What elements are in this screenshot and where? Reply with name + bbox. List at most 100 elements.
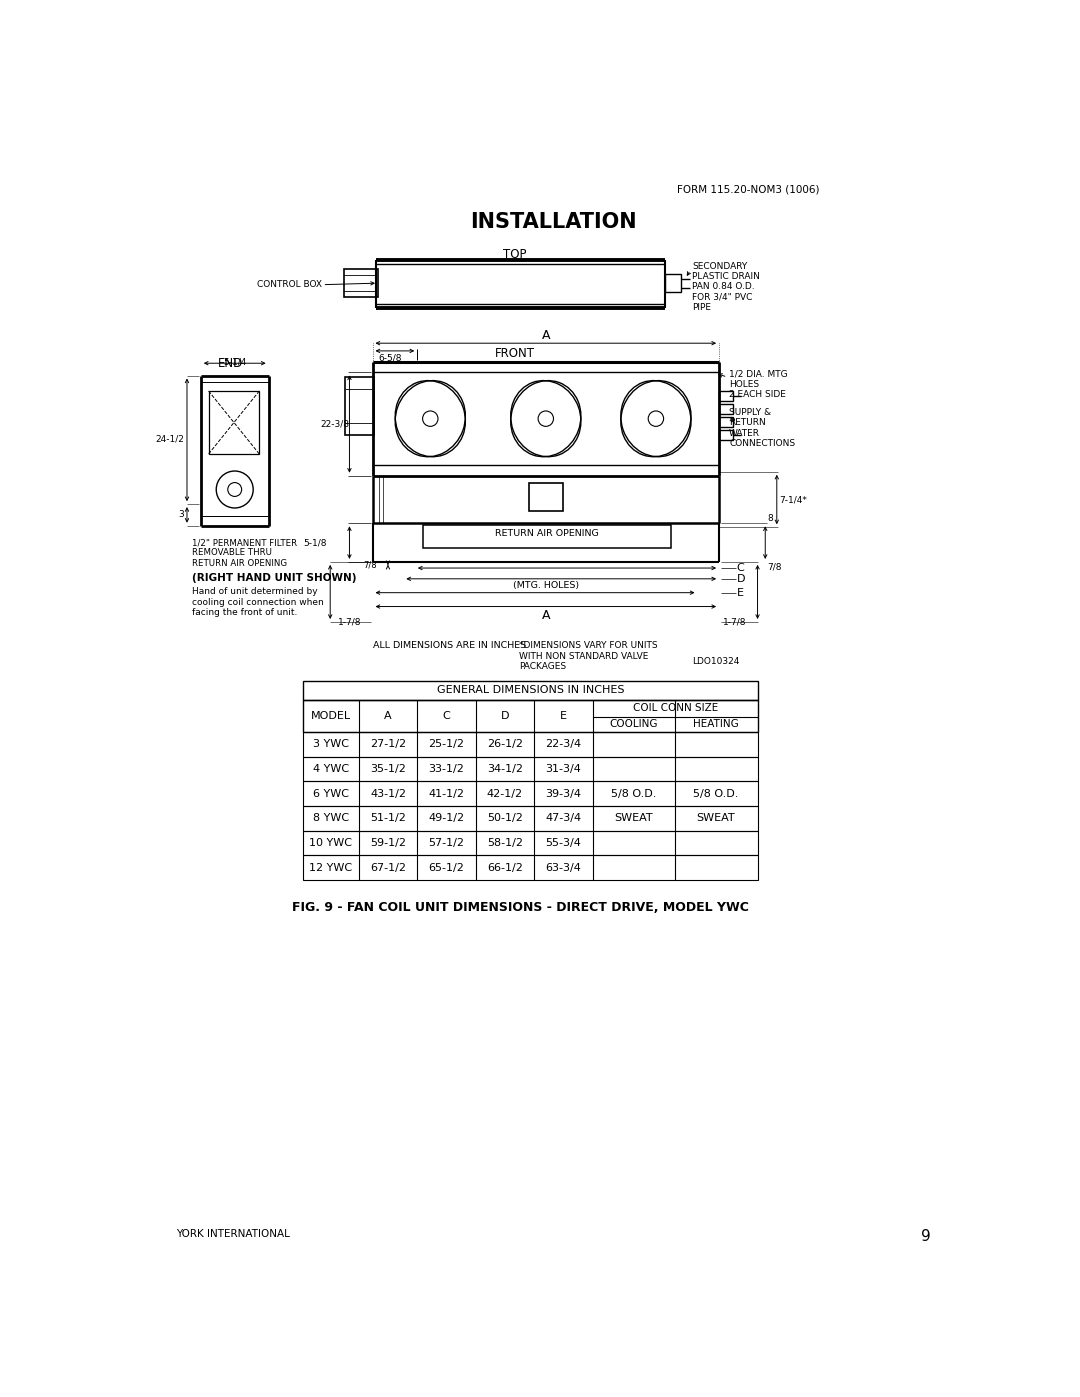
Bar xyxy=(719,418,733,427)
Bar xyxy=(719,404,733,414)
Text: 12 YWC: 12 YWC xyxy=(309,862,352,873)
Text: 49-1/2: 49-1/2 xyxy=(429,813,464,823)
Text: 33-1/2: 33-1/2 xyxy=(429,764,464,774)
Text: SECONDARY
PLASTIC DRAIN
PAN 0.84 O.D.
FOR 3/4" PVC
PIPE: SECONDARY PLASTIC DRAIN PAN 0.84 O.D. FO… xyxy=(692,261,760,312)
Text: 8 YWC: 8 YWC xyxy=(313,813,349,823)
Text: 58-1/2: 58-1/2 xyxy=(487,838,523,848)
Text: D: D xyxy=(737,574,745,584)
Text: FORM 115.20-NOM3 (1006): FORM 115.20-NOM3 (1006) xyxy=(677,184,820,194)
Bar xyxy=(303,682,757,700)
Text: E: E xyxy=(737,588,744,598)
Text: 43-1/2: 43-1/2 xyxy=(370,789,406,799)
Text: INSTALLATION: INSTALLATION xyxy=(470,212,637,232)
Text: 6 YWC: 6 YWC xyxy=(313,789,349,799)
Bar xyxy=(303,700,757,732)
Text: HEATING: HEATING xyxy=(693,719,739,729)
Text: 27-1/2: 27-1/2 xyxy=(369,739,406,749)
Text: RETURN AIR OPENING: RETURN AIR OPENING xyxy=(495,529,598,538)
Circle shape xyxy=(216,471,253,509)
Bar xyxy=(303,781,757,806)
Bar xyxy=(719,430,733,440)
Bar xyxy=(303,757,757,781)
Text: 66-1/2: 66-1/2 xyxy=(487,862,523,873)
Text: 24-1/2: 24-1/2 xyxy=(156,434,184,444)
Text: 7-1/4*: 7-1/4* xyxy=(779,495,807,504)
Text: 59-1/2: 59-1/2 xyxy=(370,838,406,848)
Text: C: C xyxy=(737,563,744,573)
Text: 22-3/8: 22-3/8 xyxy=(320,419,349,429)
Text: 42-1/2: 42-1/2 xyxy=(487,789,523,799)
Text: SWEAT: SWEAT xyxy=(697,813,735,823)
Bar xyxy=(422,525,672,548)
Text: A: A xyxy=(384,711,392,721)
Text: C: C xyxy=(443,711,450,721)
Text: 7/8: 7/8 xyxy=(364,560,377,570)
Text: FRONT: FRONT xyxy=(495,346,535,360)
Text: GENERAL DIMENSIONS IN INCHES: GENERAL DIMENSIONS IN INCHES xyxy=(436,686,624,696)
Text: (RIGHT HAND UNIT SHOWN): (RIGHT HAND UNIT SHOWN) xyxy=(191,573,356,584)
Text: 10 YWC: 10 YWC xyxy=(310,838,352,848)
Text: 5/8 O.D.: 5/8 O.D. xyxy=(693,789,739,799)
Text: (MTG. HOLES): (MTG. HOLES) xyxy=(513,581,579,590)
Text: 41-1/2: 41-1/2 xyxy=(429,789,464,799)
Text: 35-1/2: 35-1/2 xyxy=(370,764,406,774)
Bar xyxy=(345,270,378,298)
Text: 34-1/2: 34-1/2 xyxy=(487,764,523,774)
Text: D: D xyxy=(501,711,510,721)
Text: YORK INTERNATIONAL: YORK INTERNATIONAL xyxy=(176,1229,291,1239)
Circle shape xyxy=(228,482,242,496)
Circle shape xyxy=(648,411,663,426)
Text: 7/8: 7/8 xyxy=(768,563,782,571)
Text: 1-7/8: 1-7/8 xyxy=(723,617,746,626)
Text: FIG. 9 - FAN COIL UNIT DIMENSIONS - DIRECT DRIVE, MODEL YWC: FIG. 9 - FAN COIL UNIT DIMENSIONS - DIRE… xyxy=(292,901,748,915)
Text: A: A xyxy=(541,328,550,342)
Text: SWEAT: SWEAT xyxy=(615,813,653,823)
Text: 3 YWC: 3 YWC xyxy=(313,739,349,749)
Text: 31-3/4: 31-3/4 xyxy=(545,764,581,774)
Text: A: A xyxy=(541,609,550,622)
Text: 51-1/2: 51-1/2 xyxy=(370,813,406,823)
Text: 1-7/8: 1-7/8 xyxy=(338,617,361,626)
Text: 26-1/2: 26-1/2 xyxy=(487,739,523,749)
Circle shape xyxy=(422,411,438,426)
Text: Hand of unit determined by
cooling coil connection when
facing the front of unit: Hand of unit determined by cooling coil … xyxy=(191,587,323,617)
Text: MODEL: MODEL xyxy=(311,711,351,721)
Text: 3: 3 xyxy=(178,510,184,520)
Text: END: END xyxy=(218,358,243,370)
Text: 5-1/4: 5-1/4 xyxy=(224,358,246,366)
Text: ALL DIMENSIONS ARE IN INCHES: ALL DIMENSIONS ARE IN INCHES xyxy=(373,641,526,650)
Text: CONTROL BOX: CONTROL BOX xyxy=(257,279,322,289)
Text: COIL CONN SIZE: COIL CONN SIZE xyxy=(633,703,718,714)
Bar xyxy=(303,806,757,831)
Text: 25-1/2: 25-1/2 xyxy=(429,739,464,749)
Bar xyxy=(303,855,757,880)
Text: 57-1/2: 57-1/2 xyxy=(429,838,464,848)
Bar xyxy=(665,274,680,292)
Text: TOP: TOP xyxy=(503,249,527,261)
Text: *DIMENSIONS VARY FOR UNITS
WITH NON STANDARD VALVE
PACKAGES: *DIMENSIONS VARY FOR UNITS WITH NON STAN… xyxy=(518,641,658,671)
Text: 67-1/2: 67-1/2 xyxy=(370,862,406,873)
Text: 5-1/8: 5-1/8 xyxy=(302,538,326,548)
Text: 65-1/2: 65-1/2 xyxy=(429,862,464,873)
Text: E: E xyxy=(561,711,567,721)
Text: 63-3/4: 63-3/4 xyxy=(545,862,581,873)
Text: 6-5/8: 6-5/8 xyxy=(379,353,402,363)
Text: 1/2 DIA. MTG
HOLES
2 EACH SIDE: 1/2 DIA. MTG HOLES 2 EACH SIDE xyxy=(729,369,787,400)
Text: 4 YWC: 4 YWC xyxy=(313,764,349,774)
Bar xyxy=(303,831,757,855)
Text: COOLING: COOLING xyxy=(609,719,658,729)
Text: 1/2" PERMANENT FILTER
REMOVABLE THRU
RETURN AIR OPENING: 1/2" PERMANENT FILTER REMOVABLE THRU RET… xyxy=(191,538,297,567)
Text: 22-3/4: 22-3/4 xyxy=(545,739,581,749)
Text: LDO10324: LDO10324 xyxy=(692,657,740,665)
Text: 50-1/2: 50-1/2 xyxy=(487,813,523,823)
Bar xyxy=(208,391,259,454)
Text: 5/8 O.D.: 5/8 O.D. xyxy=(611,789,657,799)
Text: SUPPLY &
RETURN
WATER
CONNECTIONS: SUPPLY & RETURN WATER CONNECTIONS xyxy=(729,408,795,448)
Bar xyxy=(303,732,757,757)
Bar xyxy=(719,391,733,401)
Text: 55-3/4: 55-3/4 xyxy=(545,838,581,848)
Text: 9: 9 xyxy=(921,1229,931,1243)
Text: 39-3/4: 39-3/4 xyxy=(545,789,581,799)
Text: 47-3/4: 47-3/4 xyxy=(545,813,581,823)
Bar xyxy=(529,483,563,511)
